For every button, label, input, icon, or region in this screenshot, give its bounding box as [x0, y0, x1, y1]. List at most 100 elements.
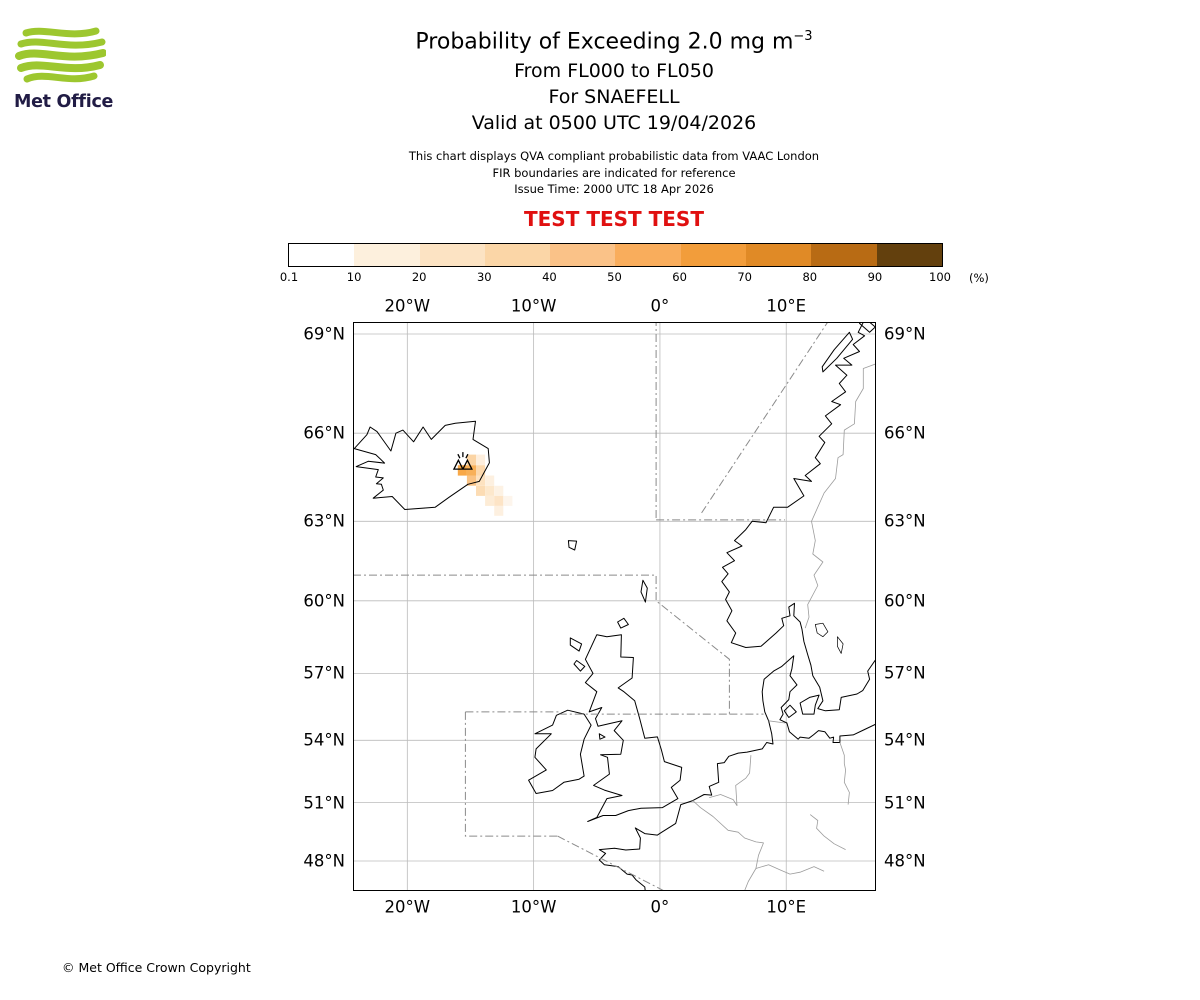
coastline-island: [821, 331, 854, 373]
colorbar-tick-0.1: 0.1: [279, 270, 299, 284]
lat-label-left-57°N: 57°N: [303, 663, 345, 683]
ash-probability-cell-2: [457, 465, 467, 476]
copyright-notice: © Met Office Crown Copyright: [62, 960, 251, 975]
ash-probability-cell-4: [476, 465, 486, 476]
coastline-iceland: [353, 420, 490, 510]
coastline-island: [598, 733, 606, 740]
fir-boundary: [353, 574, 730, 715]
ash-probability-cell-10: [494, 485, 504, 496]
ash-probability-cell-1: [476, 454, 486, 466]
lat-label-left-48°N: 48°N: [303, 851, 345, 871]
country-border: [768, 720, 786, 724]
lon-label-bottom-10°E: 10°E: [766, 897, 807, 917]
ash-probability-cell-12: [494, 495, 504, 506]
volcano-marker: [452, 458, 473, 470]
lon-label-bottom-0°: 0°: [650, 897, 670, 917]
colorbar-segment-5: [615, 244, 681, 266]
colorbar-segment-1: [354, 244, 420, 266]
country-border: [692, 800, 764, 891]
probability-colorbar: [288, 243, 943, 267]
lon-label-top-0°: 0°: [650, 296, 670, 316]
colorbar-tick-labels: 0.1 10 20 30 40 50 60 70 80 90 100: [280, 270, 951, 284]
fir-boundary: [557, 835, 664, 891]
lon-label-top-10°W: 10°W: [510, 296, 557, 316]
coastline-island: [567, 540, 578, 551]
met-office-logo-waves: [15, 27, 107, 83]
map-canvas: [353, 322, 876, 891]
ash-probability-cell-0: [466, 454, 476, 466]
fir-boundary: [464, 711, 558, 837]
country-border: [709, 755, 752, 806]
colorbar-tick-10: 10: [346, 270, 362, 284]
lat-label-right-57°N: 57°N: [884, 663, 926, 683]
probability-map: 69°N 69°N 66°N 66°N 63°N 63°N 60°N 60°N 57°N 57°N…: [303, 297, 925, 917]
coastline-island: [799, 694, 820, 715]
colorbar-tick-70: 70: [737, 270, 753, 284]
lat-label-left-66°N: 66°N: [303, 423, 345, 443]
lon-label-top-10°E: 10°E: [766, 296, 807, 316]
coastline-scandinavia: [721, 322, 876, 712]
fir-boundary: [701, 322, 829, 514]
ash-probability-cell-5: [466, 475, 476, 486]
colorbar-segment-2: [419, 244, 485, 266]
colorbar-segment-0: [289, 244, 355, 266]
coastline-island: [573, 660, 586, 672]
colorbar-unit-label: (%): [969, 271, 989, 285]
valid-time-line: Valid at 0500 UTC 19/04/2026: [471, 112, 757, 135]
ash-probability-cell-11: [485, 495, 495, 506]
flight-level-range: From FL000 to FL050: [514, 60, 714, 83]
country-border: [804, 363, 876, 629]
colorbar-segment-7: [746, 244, 812, 266]
lat-label-right-54°N: 54°N: [884, 730, 926, 750]
coastline-island: [859, 322, 876, 333]
lat-label-left-60°N: 60°N: [303, 591, 345, 611]
lat-label-left-51°N: 51°N: [303, 793, 345, 813]
colorbar-tick-20: 20: [411, 270, 427, 284]
ash-probability-cell-3: [466, 465, 476, 476]
colorbar-tick-30: 30: [476, 270, 492, 284]
colorbar-tick-50: 50: [607, 270, 622, 284]
ash-probability-cell-8: [476, 485, 486, 496]
lat-label-left-54°N: 54°N: [303, 730, 345, 750]
chart-title-text: Probability of Exceeding 2.0 mg m: [415, 29, 794, 55]
colorbar-segment-9: [876, 244, 942, 266]
lon-label-top-20°W: 20°W: [384, 296, 431, 316]
chart-title: Probability of Exceeding 2.0 mg m−3: [14, 29, 1200, 54]
lat-label-right-48°N: 48°N: [884, 851, 926, 871]
lat-label-right-60°N: 60°N: [884, 591, 926, 611]
coastline-island: [569, 637, 583, 652]
coastline-island: [783, 704, 797, 718]
coastline-island: [617, 617, 629, 629]
chart-header: Probability of Exceeding 2.0 mg m−3 From…: [14, 0, 1200, 231]
coastline-ireland: [528, 709, 592, 794]
met-office-logo-text: Met Office: [14, 92, 114, 112]
lon-label-bottom-20°W: 20°W: [384, 897, 431, 917]
lat-label-right-63°N: 63°N: [884, 511, 926, 531]
ash-probability-cell-6: [476, 475, 486, 486]
met-office-logo: Met Office: [14, 26, 118, 112]
ash-probability-cell-7: [485, 475, 495, 486]
colorbar-tick-90: 90: [867, 270, 883, 284]
coastline-island: [640, 579, 648, 603]
issue-time-note: Issue Time: 2000 UTC 18 Apr 2026: [514, 182, 714, 197]
country-border: [809, 814, 846, 850]
volcano-eruption-marks: [457, 452, 469, 459]
ash-probability-cell-9: [485, 485, 495, 496]
colorbar-tick-40: 40: [542, 270, 557, 284]
country-border: [755, 864, 825, 875]
qva-compliance-note: This chart displays QVA compliant probab…: [408, 149, 820, 164]
colorbar-segment-4: [550, 244, 616, 266]
fir-boundaries-note: FIR boundaries are indicated for referen…: [492, 165, 736, 180]
colorbar-tick-60: 60: [672, 270, 687, 284]
test-banner: TEST TEST TEST: [524, 206, 704, 231]
chart-notes: This chart displays QVA compliant probab…: [14, 148, 1200, 198]
colorbar-segment-6: [680, 244, 747, 266]
ash-probability-cell-14: [494, 505, 504, 516]
country-border: [839, 742, 850, 805]
map-frame: [353, 322, 876, 891]
chart-subtitles: From FL000 to FL050 For SNAEFELL Valid a…: [14, 58, 1200, 136]
lat-label-right-69°N: 69°N: [884, 324, 926, 344]
lat-label-left-69°N: 69°N: [303, 324, 345, 344]
lake-outline: [837, 636, 844, 654]
